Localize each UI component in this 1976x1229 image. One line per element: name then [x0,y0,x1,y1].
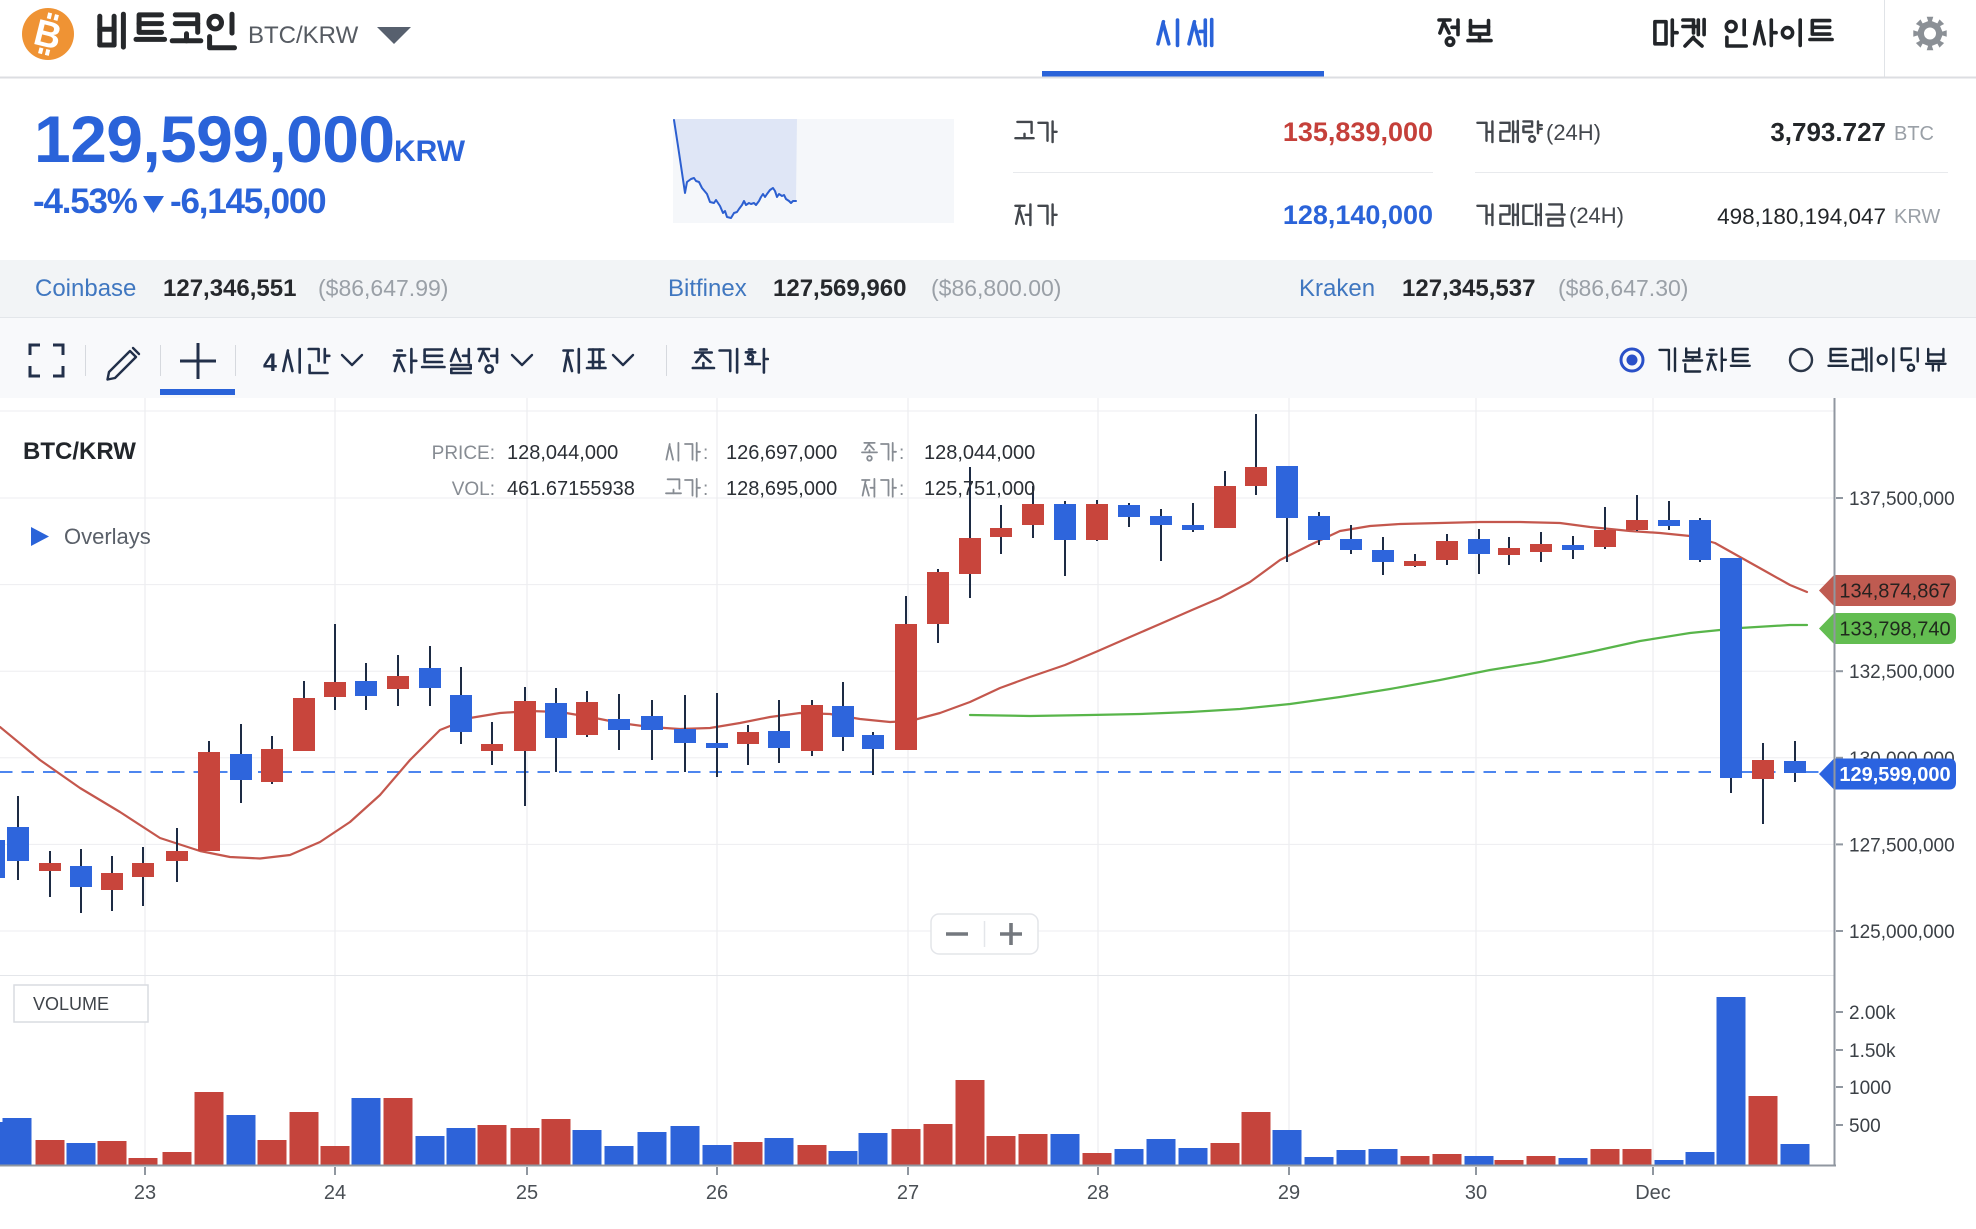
svg-text:Coinbase: Coinbase [35,275,136,302]
svg-text::: : [899,479,904,500]
svg-text:VOL:: VOL: [452,479,495,500]
svg-text:30: 30 [1465,1182,1487,1204]
svg-text:29: 29 [1278,1182,1300,1204]
svg-text:498,180,194,047: 498,180,194,047 [1717,204,1886,229]
svg-text:-4.53%: -4.53% [33,182,138,221]
svg-text:($86,647.30): ($86,647.30) [1558,275,1688,301]
svg-text:BTC/KRW: BTC/KRW [248,22,359,49]
svg-text:129,599,000: 129,599,000 [34,102,394,176]
svg-text:125,751,000: 125,751,000 [924,478,1035,500]
svg-text:VOLUME: VOLUME [33,994,109,1014]
svg-text:(24H): (24H) [1546,120,1601,145]
svg-text::: : [703,479,708,500]
svg-text:24: 24 [324,1182,346,1204]
svg-text:3,793.727: 3,793.727 [1770,117,1886,147]
svg-text:128,695,000: 128,695,000 [726,478,837,500]
svg-text:25: 25 [516,1182,538,1204]
svg-text:1.50k: 1.50k [1849,1041,1896,1062]
svg-text:134,874,867: 134,874,867 [1839,581,1950,603]
svg-text:128,044,000: 128,044,000 [507,442,618,464]
svg-text:-6,145,000: -6,145,000 [170,182,326,221]
svg-text:Bitfinex: Bitfinex [668,275,747,302]
svg-text:1000: 1000 [1849,1078,1891,1099]
svg-text:Dec: Dec [1635,1182,1671,1204]
svg-text:135,839,000: 135,839,000 [1283,117,1433,147]
svg-text:137,500,000: 137,500,000 [1849,489,1955,510]
svg-text:BTC/KRW: BTC/KRW [23,438,136,465]
svg-text:128,044,000: 128,044,000 [924,442,1035,464]
svg-text:461.67155938: 461.67155938 [507,478,635,500]
svg-text:133,798,740: 133,798,740 [1839,619,1950,641]
svg-text:Kraken: Kraken [1299,275,1375,302]
svg-text:27: 27 [897,1182,919,1204]
svg-text:127,500,000: 127,500,000 [1849,835,1955,856]
svg-text::: : [899,443,904,464]
svg-text:128,140,000: 128,140,000 [1283,200,1433,230]
svg-text:2.00k: 2.00k [1849,1003,1896,1024]
svg-text:PRICE:: PRICE: [432,443,495,464]
svg-text::: : [703,443,708,464]
svg-text:($86,647.99): ($86,647.99) [318,275,448,301]
svg-text:26: 26 [706,1182,728,1204]
svg-text:Overlays: Overlays [64,524,151,549]
svg-text:129,599,000: 129,599,000 [1839,764,1950,786]
svg-text:126,697,000: 126,697,000 [726,442,837,464]
svg-text:132,500,000: 132,500,000 [1849,662,1955,683]
svg-text:28: 28 [1087,1182,1109,1204]
svg-text:(24H): (24H) [1569,203,1624,228]
svg-text:127,346,551: 127,346,551 [163,275,296,302]
svg-text:KRW: KRW [394,135,466,168]
svg-text:4: 4 [263,349,277,377]
svg-text:23: 23 [134,1182,156,1204]
svg-text:127,569,960: 127,569,960 [773,275,906,302]
svg-text:125,000,000: 125,000,000 [1849,922,1955,943]
svg-text:500: 500 [1849,1116,1881,1137]
svg-text:($86,800.00): ($86,800.00) [931,275,1061,301]
svg-text:127,345,537: 127,345,537 [1402,275,1535,302]
svg-text:BTC: BTC [1894,123,1934,145]
svg-text:KRW: KRW [1894,206,1940,228]
